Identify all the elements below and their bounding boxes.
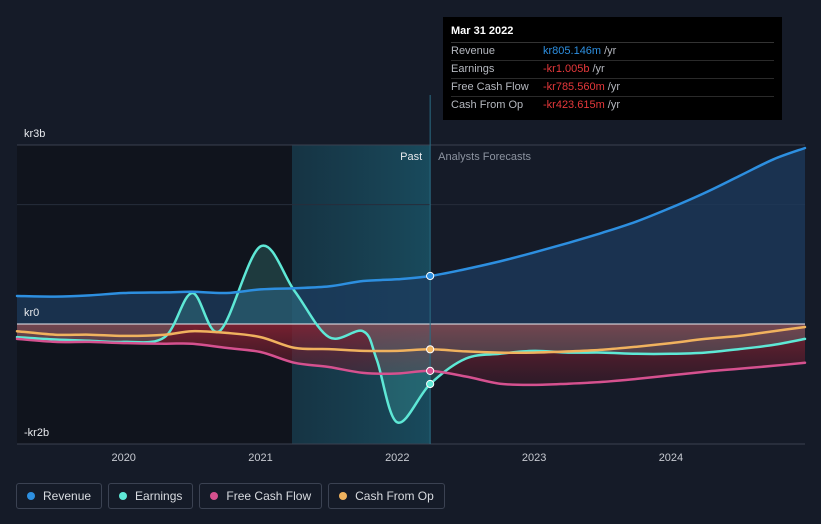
legend-item-revenue[interactable]: Revenue: [16, 483, 103, 509]
tooltip-unit: /yr: [592, 63, 605, 75]
x-tick-label: 2021: [248, 452, 272, 464]
tooltip-value: -kr785.560m: [543, 81, 605, 93]
legend-label: Earnings: [135, 489, 183, 503]
highlight-point-earnings: [426, 379, 435, 389]
legend-item-earnings[interactable]: Earnings: [108, 483, 194, 509]
tooltip-value: -kr1.005b: [543, 63, 590, 75]
series-line-revenue: [15, 146, 807, 298]
highlight-point-free-cash-flow: [426, 366, 435, 375]
legend-label: Revenue: [43, 489, 92, 503]
legend-label: Cash From Op: [355, 489, 434, 503]
series-line-free-cash-flow: [15, 337, 807, 387]
tooltip-label: Earnings: [451, 63, 495, 75]
tooltip-label: Free Cash Flow: [451, 81, 529, 93]
highlight-point-cash-from-op: [426, 345, 435, 354]
legend-item-cash-from-op[interactable]: Cash From Op: [328, 483, 445, 509]
forecast-label: Analysts Forecasts: [438, 151, 531, 163]
tooltip-row-free-cash-flow: Free Cash Flow -kr785.560m /yr: [451, 79, 774, 97]
revenue-area: [17, 148, 805, 324]
x-tick-label: 2020: [111, 452, 135, 464]
legend-dot-icon: [119, 492, 128, 500]
negative-area: [17, 324, 805, 385]
series-line-earnings: [15, 244, 807, 424]
earnings-area: [17, 245, 805, 423]
tooltip-row-revenue: Revenue kr805.146m /yr: [451, 43, 774, 61]
tooltip-row-earnings: Earnings -kr1.005b /yr: [451, 61, 774, 79]
y-tick-label: -kr2b: [24, 427, 49, 439]
tooltip-unit: /yr: [604, 45, 617, 57]
tooltip-value: kr805.146m: [543, 45, 602, 57]
legend-dot-icon: [339, 492, 348, 500]
tooltip-label: Revenue: [451, 45, 496, 57]
tooltip-unit: /yr: [607, 81, 620, 93]
chart-legend: Revenue Earnings Free Cash Flow Cash Fro…: [16, 483, 445, 509]
x-tick-label: 2023: [522, 452, 546, 464]
series-line-cash-from-op: [15, 325, 807, 354]
tooltip-row-cash-from-op: Cash From Op -kr423.615m /yr: [451, 97, 774, 114]
legend-dot-icon: [210, 492, 219, 500]
legend-label: Free Cash Flow: [226, 489, 312, 503]
y-tick-label: kr3b: [24, 128, 45, 140]
x-tick-label: 2022: [385, 452, 409, 464]
y-tick-label: kr0: [24, 307, 39, 319]
tooltip-unit: /yr: [607, 99, 620, 111]
legend-item-free-cash-flow[interactable]: Free Cash Flow: [199, 483, 323, 509]
x-tick-label: 2024: [659, 452, 683, 464]
data-tooltip: Mar 31 2022 Revenue kr805.146m /yr Earni…: [443, 17, 782, 120]
tooltip-date: Mar 31 2022: [451, 24, 774, 43]
legend-dot-icon: [27, 492, 35, 500]
highlight-point-revenue: [426, 271, 435, 281]
past-label: Past: [400, 151, 422, 163]
tooltip-label: Cash From Op: [451, 99, 524, 111]
tooltip-value: -kr423.615m: [543, 99, 605, 111]
